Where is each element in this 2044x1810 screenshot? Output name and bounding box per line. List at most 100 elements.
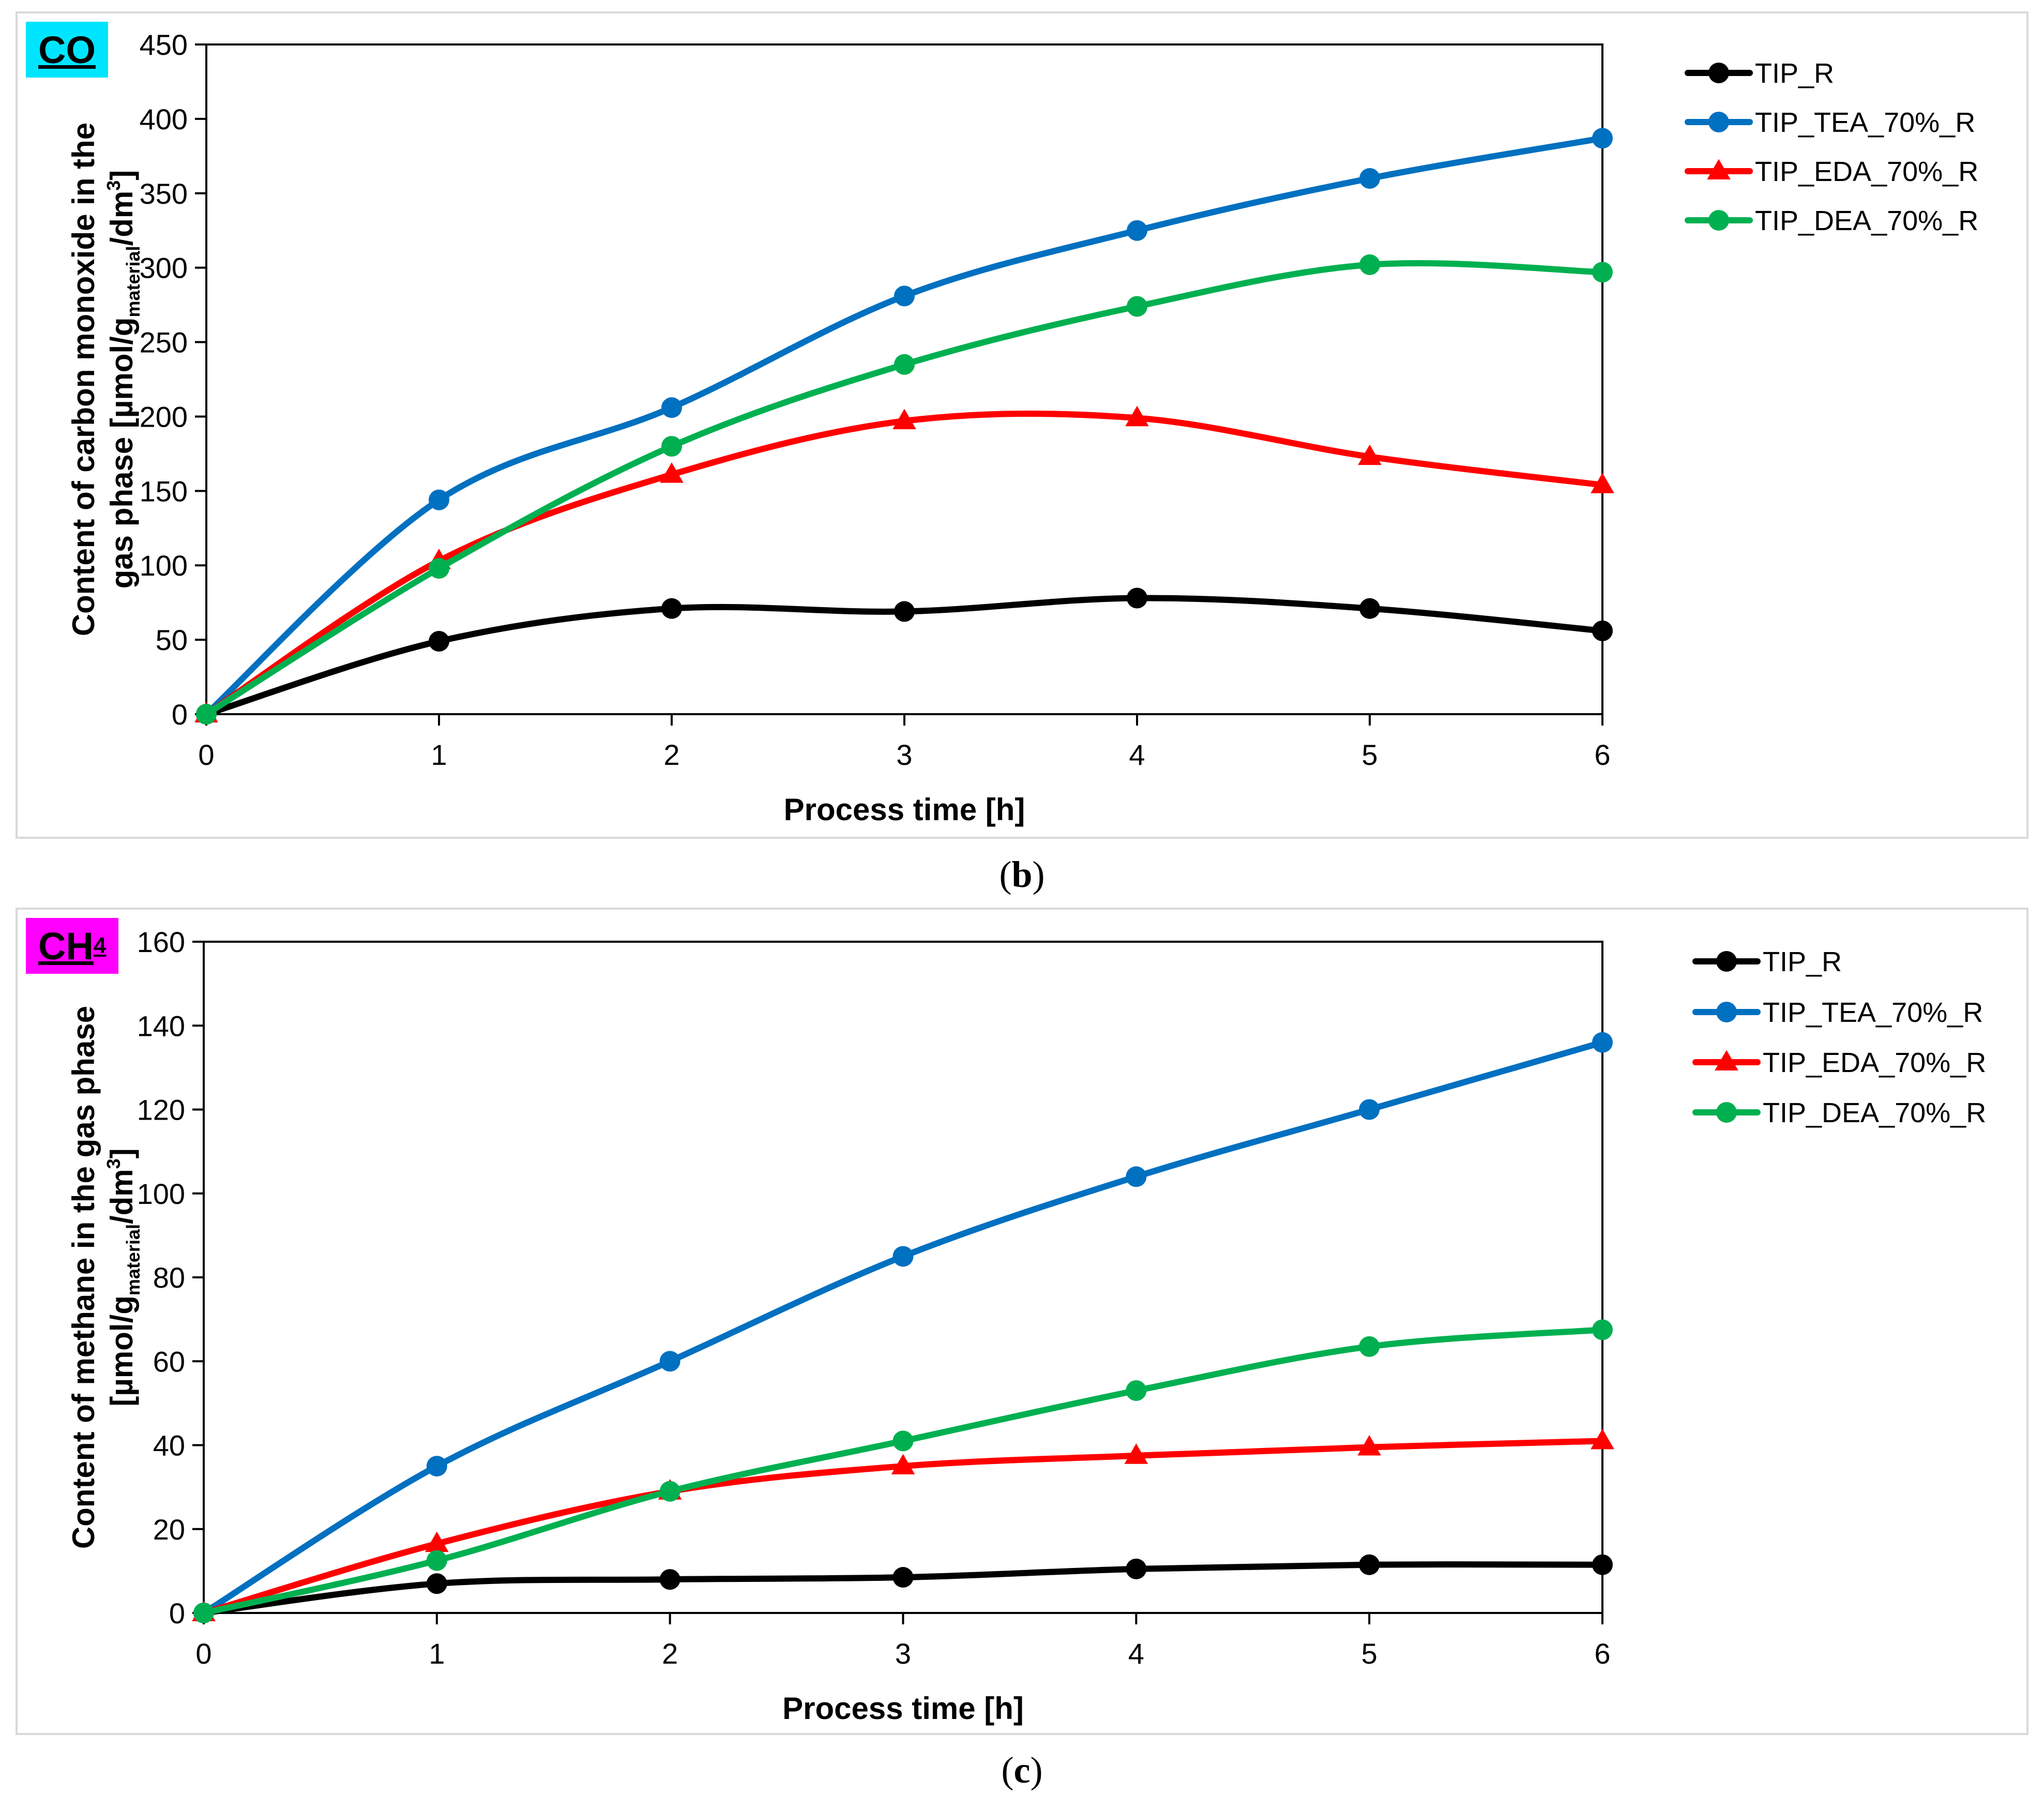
ch4-series-tip-tea-70-r-point-3 [892, 1246, 914, 1267]
co-legend-marker-tip-dea-70-r [1708, 210, 1729, 231]
co-series-tip-r-point-3 [894, 601, 915, 622]
ch4-x-tick-label: 1 [429, 1637, 445, 1670]
ch4-y-axis-title-part: /dm [104, 1169, 139, 1224]
co-series-tip-dea-70-r-point-2 [661, 436, 682, 457]
ch4-y-tick-label: 40 [153, 1429, 185, 1462]
co-legend-label-tip-r: TIP_R [1755, 58, 1834, 89]
ch4-y-axis-title-line2: [µmol/gmaterial/dm3] [103, 1148, 144, 1406]
ch4-series-tip-r-point-4 [1126, 1558, 1147, 1579]
ch4-series-tip-tea-70-r-line [201, 1039, 1606, 1616]
ch4-y-tick-label: 120 [137, 1094, 185, 1126]
ch4-series-tip-eda-70-r-point-3 [891, 1454, 915, 1475]
co-x-tick-label: 2 [663, 738, 679, 771]
co-series-tip-dea-70-r-point-4 [1127, 296, 1147, 317]
co-series-tip-eda-70-r-line [203, 410, 1606, 717]
co-y-axis-title-subscript: material [123, 246, 144, 317]
ch4-y-tick-label: 140 [137, 1009, 185, 1042]
co-series-tip-r-point-4 [1127, 587, 1147, 609]
co-series-tip-tea-70-r-point-6 [1592, 128, 1613, 149]
co-series-tip-eda-70-r-point-4 [1125, 405, 1149, 427]
ch4-legend-marker-tip-eda-70-r [1715, 1050, 1738, 1070]
ch4-x-tick-label: 3 [895, 1637, 911, 1670]
co-y-tick-label: 50 [156, 624, 188, 656]
co-y-axis-title-superscript: 3 [103, 180, 124, 191]
co-series-tip-r-point-1 [429, 630, 449, 652]
ch4-y-tick-label: 20 [153, 1513, 185, 1546]
ch4-x-tick-label: 6 [1594, 1637, 1610, 1670]
co-gas-badge: CO [26, 22, 108, 78]
co-legend-label-tip-eda-70-r: TIP_EDA_70%_R [1755, 156, 1978, 187]
co-series-tip-tea-70-r-point-4 [1127, 220, 1147, 241]
co-series-tip-r-point-2 [661, 598, 682, 619]
ch4-legend-marker-tip-r [1716, 951, 1737, 972]
co-series-tip-tea-70-r-point-3 [894, 285, 915, 307]
ch4-series-tip-dea-70-r-point-1 [426, 1550, 447, 1571]
ch4-gas-badge: CH 4 [26, 918, 119, 974]
ch4-y-axis-title-superscript: 3 [103, 1158, 124, 1169]
co-y-tick-label: 200 [140, 400, 188, 433]
ch4-chart-panel: CH 4 0 20 40 60 80 100 120 140 160 0 1 2 3 4 5 6 Process … [16, 908, 2028, 1735]
ch4-y-axis-title: Content of methane in the gas phase [µmol… [66, 1006, 144, 1549]
co-legend-label-tip-tea-70-r: TIP_TEA_70%_R [1755, 107, 1975, 138]
ch4-series-tip-dea-70-r-point-4 [1126, 1380, 1147, 1401]
ch4-series-tip-dea-70-r-point-6 [1592, 1319, 1613, 1340]
ch4-x-tick-label: 4 [1128, 1637, 1144, 1670]
co-legend-marker-tip-eda-70-r [1707, 159, 1731, 179]
co-legend-marker-tip-tea-70-r [1708, 112, 1729, 132]
co-x-axis-title: Process time [h] [784, 792, 1025, 827]
ch4-y-tick-label: 80 [153, 1261, 185, 1294]
ch4-legend-label-tip-dea-70-r: TIP_DEA_70%_R [1763, 1097, 1986, 1128]
co-series-tip-eda-70-r-point-2 [660, 462, 684, 483]
ch4-y-axis-title-subscript: material [123, 1224, 144, 1295]
co-series-tip-tea-70-r-point-2 [661, 397, 682, 418]
co-series-tip-eda-70-r-point-3 [892, 409, 916, 430]
co-chart-panel: CO 0 50 100 150 200 250 300 350 400 450 0 1 2 3 4 5 6 Pro… [16, 11, 2028, 839]
ch4-series-tip-dea-70-r-point-2 [659, 1481, 680, 1502]
ch4-y-axis-title-part: [µmol/g [104, 1295, 139, 1407]
ch4-y-tick-label: 160 [137, 926, 185, 958]
ch4-series-tip-r-point-1 [426, 1573, 447, 1594]
co-y-axis-title: Content of carbon monoxide in the gas pha… [66, 123, 144, 636]
ch4-series-tip-tea-70-r-point-1 [426, 1456, 447, 1477]
ch4-legend-marker-tip-tea-70-r [1716, 1002, 1737, 1022]
co-series-tip-tea-70-r-point-1 [429, 489, 449, 510]
ch4-series-tip-dea-70-r-point-5 [1359, 1336, 1380, 1357]
caption-b: (b) [999, 854, 1045, 895]
co-y-axis-title-part: ] [104, 170, 139, 180]
co-series-tip-tea-70-r-point-5 [1359, 168, 1380, 189]
ch4-series-tip-eda-70-r-point-4 [1124, 1443, 1148, 1464]
ch4-plot-frame [203, 941, 1603, 1614]
co-y-tick-label: 450 [140, 28, 188, 61]
ch4-legend-marker-tip-dea-70-r [1716, 1102, 1737, 1123]
caption-c: (c) [1001, 1749, 1043, 1791]
co-x-tick-label: 3 [896, 738, 912, 771]
co-series-tip-eda-70-r-point-6 [1591, 473, 1614, 493]
co-y-tick-label: 350 [140, 177, 188, 210]
co-badge-text: CO [38, 28, 96, 71]
ch4-series-tip-r-point-5 [1359, 1554, 1380, 1575]
ch4-series-tip-r-point-2 [659, 1569, 680, 1590]
co-line-chart: 0 50 100 150 200 250 300 350 400 450 0 1 2 3 4 5 6 Proces… [66, 28, 1978, 827]
ch4-series-tip-tea-70-r-point-6 [1592, 1032, 1613, 1053]
ch4-series-tip-r-point-3 [892, 1567, 914, 1588]
co-x-tick-label: 5 [1361, 738, 1377, 771]
ch4-line-chart: 0 20 40 60 80 100 120 140 160 0 1 2 3 4 5 6 Process time… [66, 926, 1986, 1726]
co-series-tip-dea-70-r-point-3 [894, 354, 915, 375]
ch4-series-tip-eda-70-r-point-5 [1357, 1435, 1381, 1456]
co-legend-marker-tip-r [1708, 63, 1729, 83]
co-y-tick-label: 150 [140, 475, 188, 507]
co-series-tip-dea-70-r-point-1 [429, 557, 449, 579]
ch4-series-tip-dea-70-r-point-0 [193, 1603, 214, 1623]
co-y-axis-title-line2: gas phase [µmol/gmaterial/dm3] [103, 170, 144, 589]
co-y-axis-title-part: gas phase [µmol/g [104, 318, 139, 589]
co-series-tip-r-point-6 [1592, 620, 1613, 641]
co-series-tip-r-point-5 [1359, 598, 1380, 619]
co-series-tip-dea-70-r-point-5 [1359, 254, 1380, 275]
ch4-series-tip-eda-70-r-point-1 [425, 1531, 449, 1552]
co-series-tip-dea-70-r-point-0 [196, 704, 217, 725]
co-series-tip-dea-70-r-point-6 [1592, 262, 1613, 283]
ch4-series-tip-dea-70-r-point-3 [892, 1430, 914, 1452]
ch4-y-tick-label: 60 [153, 1345, 185, 1378]
co-y-tick-label: 0 [172, 698, 188, 731]
co-x-tick-label: 6 [1594, 738, 1610, 771]
